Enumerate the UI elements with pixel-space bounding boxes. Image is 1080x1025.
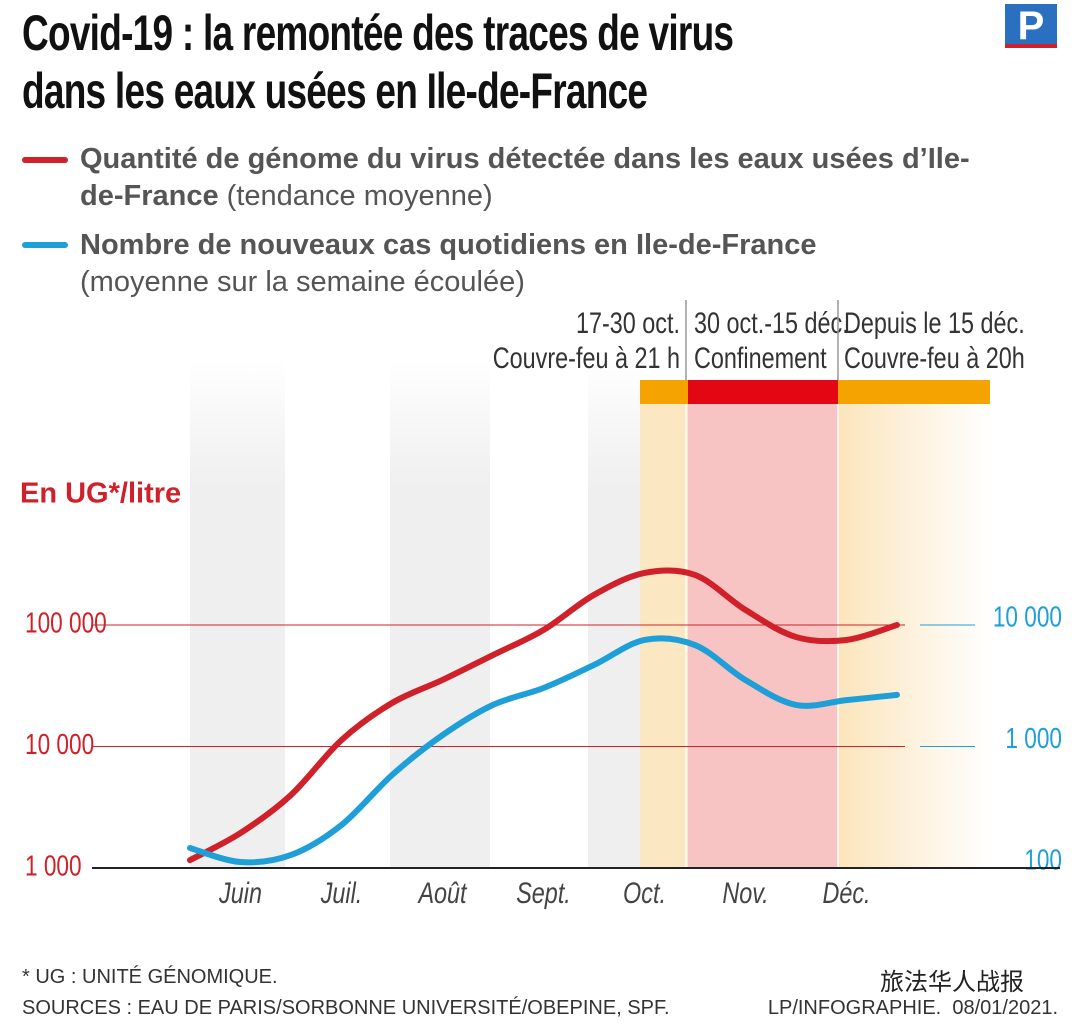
title-line: Covid-19 : la remontée des traces de vir… [22, 5, 734, 61]
legend-entry: Nombre de nouveaux cas quotidiens en Ile… [80, 227, 1000, 301]
series-line [187, 567, 900, 864]
y-tick-label: 100 000 [25, 606, 107, 639]
period-measure: Confinement [694, 341, 827, 374]
month-bands [190, 360, 640, 868]
logo: P [1005, 4, 1057, 48]
title-line: dans les eaux usées en Ile-de-France [22, 63, 648, 119]
period-dates: Depuis le 15 déc. [844, 306, 1025, 339]
period-bar [688, 380, 838, 404]
chart: En UG*/litre 17-30 oct.Couvre-feu à 21 h… [20, 300, 1062, 910]
legend-name: Nombre de nouveaux cas quotidiens en Ile… [80, 229, 817, 261]
series-line [187, 635, 900, 866]
y2-tick-label: 100 [1024, 843, 1062, 876]
period-dates: 30 oct.-15 déc. [694, 306, 849, 339]
x-tick-label: Juin [218, 876, 262, 909]
legend-swatch [22, 157, 68, 163]
watermark: 旅法华人战报 [880, 969, 1024, 996]
period-dates: 17-30 oct. [576, 306, 680, 339]
legend-note: (tendance moyenne) [226, 180, 493, 212]
y2-tick-label: 10 000 [993, 600, 1062, 633]
x-tick-label: Déc. [822, 876, 870, 909]
legend-note: (moyenne sur la semaine écoulée) [80, 266, 525, 298]
x-tick-label: Oct. [623, 876, 666, 909]
legend-name: Quantité de génome du virus détectée dan… [80, 143, 970, 212]
x-tick-label: Nov. [722, 876, 768, 909]
y-tick-label: 10 000 [25, 727, 94, 760]
y-axis-label: En UG*/litre [20, 478, 181, 510]
x-tick-label: Sept. [516, 876, 571, 909]
legend-entry: Quantité de génome du virus détectée dan… [80, 141, 1000, 215]
period-measure: Couvre-feu à 20h [844, 341, 1025, 374]
credit: LP/INFOGRAPHIE. 08/01/2021. [767, 997, 1058, 1019]
legend-swatch [22, 242, 68, 248]
period-bar [838, 380, 990, 404]
sources: SOURCES : EAU DE PARIS/SORBONNE UNIVERSI… [22, 997, 670, 1019]
x-tick-label: Juil. [320, 876, 362, 909]
y2-tick-label: 1 000 [1005, 721, 1062, 754]
period-measure: Couvre-feu à 21 h [493, 341, 680, 374]
period-band [688, 404, 838, 868]
period-bar [640, 380, 688, 404]
x-tick-label: Août [417, 876, 468, 909]
y-tick-label: 1 000 [25, 849, 82, 882]
footnote: * UG : UNITÉ GÉNOMIQUE. [22, 966, 278, 988]
